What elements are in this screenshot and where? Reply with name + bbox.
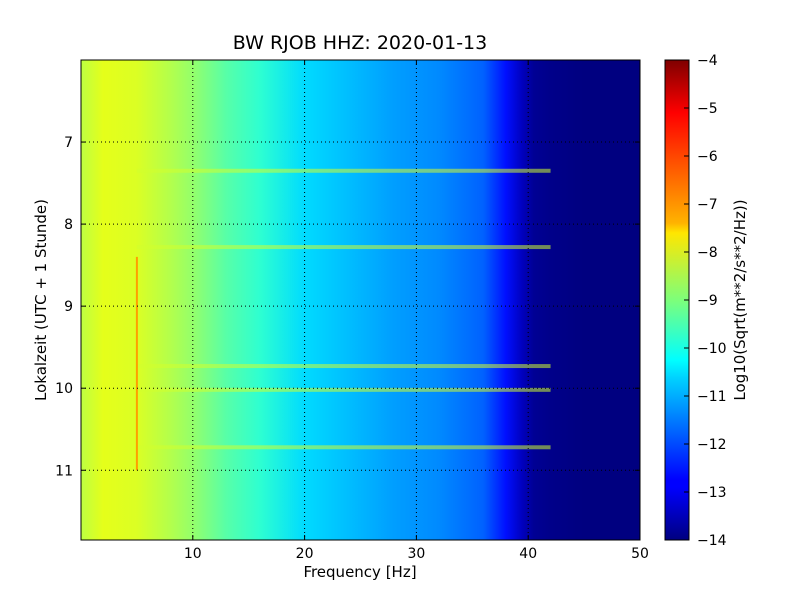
spectrum-background — [81, 60, 640, 540]
y-tick-label: 9 — [64, 299, 73, 315]
colorbar-tick-label: −9 — [697, 293, 718, 309]
y-tick-label: 10 — [55, 381, 73, 397]
colorbar-tick-label: −8 — [697, 245, 718, 261]
x-tick-label: 40 — [519, 546, 537, 562]
colorbar-tick-label: −6 — [697, 149, 718, 165]
x-tick-label: 20 — [296, 546, 314, 562]
colorbar-tick-label: −13 — [697, 485, 727, 501]
x-tick-label: 50 — [631, 546, 649, 562]
broadband-event-0 — [136, 168, 551, 173]
x-axis-label: Frequency [Hz] — [303, 563, 416, 581]
colorbar-tick-label: −4 — [697, 53, 718, 69]
colorbar-tick-label: −11 — [697, 389, 727, 405]
y-tick-label: 7 — [64, 135, 73, 151]
broadband-event-1 — [136, 245, 551, 250]
colorbar-tick-label: −12 — [697, 437, 727, 453]
broadband-events — [136, 168, 551, 450]
colorbar-tick-label: −14 — [697, 533, 727, 549]
grid — [81, 60, 640, 540]
broadband-event-3 — [136, 387, 551, 392]
colorbar-tick-label: −10 — [697, 341, 727, 357]
plot-frame — [80, 59, 641, 541]
colorbar-tick-label: −5 — [697, 101, 718, 117]
chart-title: BW RJOB HHZ: 2020-01-13 — [233, 32, 487, 54]
y-tick-label: 11 — [55, 463, 73, 479]
plot-area — [81, 60, 640, 540]
broadband-event-2 — [136, 364, 551, 369]
y-tick-label: 8 — [64, 217, 73, 233]
colorbar-label: Log10(Sqrt(m**2/s**2/Hz)) — [731, 199, 749, 400]
colorbar: −4 −5 −6 −7 −8 −9 −10 −11 −12 −13 −14 Log10(Sqrt(m… — [664, 53, 749, 549]
x-axis-ticks: 10 20 30 40 50 — [184, 60, 649, 562]
x-tick-label: 10 — [184, 546, 202, 562]
colorbar-ticks: −4 −5 −6 −7 −8 −9 −10 −11 −12 −13 −14 — [684, 53, 727, 549]
y-axis-ticks: 7 8 9 10 11 — [55, 135, 640, 479]
x-tick-label: 30 — [407, 546, 425, 562]
broadband-event-4 — [136, 445, 551, 450]
y-axis-label: Lokalzeit (UTC + 1 Stunde) — [32, 199, 50, 401]
colorbar-tick-label: −7 — [697, 197, 718, 213]
